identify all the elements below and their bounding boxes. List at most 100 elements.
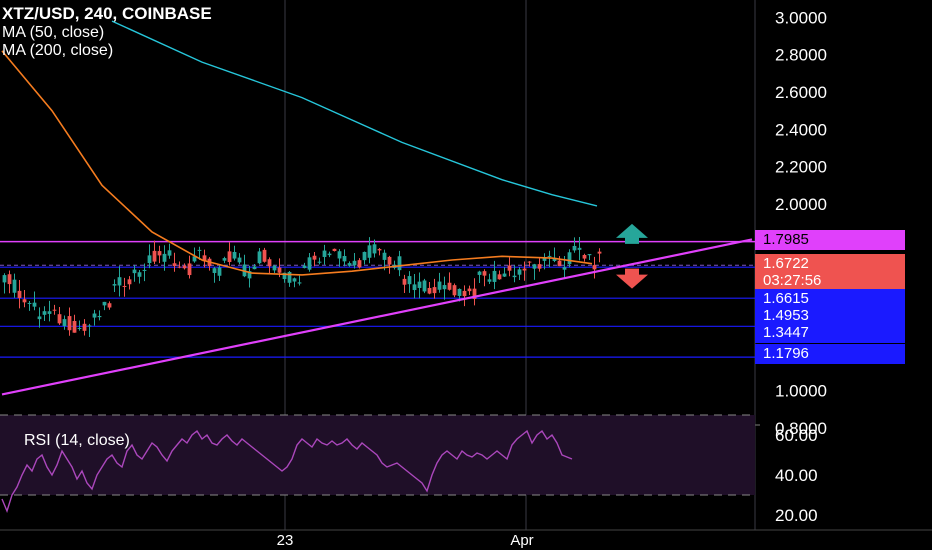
candle-body-87: [437, 281, 442, 290]
candle-body-19: [97, 315, 102, 318]
candle-body-0: [2, 275, 7, 283]
candle-body-20: [102, 301, 107, 306]
candle-body-9: [47, 311, 52, 314]
candle-body-64: [322, 250, 327, 257]
rsi-tick-2: 20.00: [775, 506, 818, 525]
candle-body-25: [127, 279, 132, 285]
price-tick-2: 2.6000: [775, 83, 827, 102]
candle-body-39: [197, 249, 202, 251]
candle-body-71: [357, 260, 362, 268]
candle-body-8: [42, 311, 47, 315]
candle-body-58: [292, 278, 297, 282]
ma50-legend: MA (50, close): [2, 24, 105, 41]
rsi-legend: RSI (14, close): [24, 432, 130, 449]
candle-body-80: [402, 278, 407, 285]
candle-body-3: [17, 290, 22, 299]
candle-body-112: [562, 267, 567, 270]
candle-body-33: [167, 250, 172, 256]
candle-body-119: [597, 251, 602, 254]
candle-body-90: [452, 285, 457, 296]
symbol-title: XTZ/USD, 240, COINBASE: [2, 4, 212, 23]
rsi-line: [1, 429, 573, 514]
candle-body-12: [62, 319, 67, 327]
candle-body-54: [272, 265, 277, 271]
candle-body-91: [457, 288, 462, 296]
candle-body-43: [217, 267, 222, 276]
candle-body-76: [382, 252, 387, 260]
candle-body-84: [422, 280, 427, 292]
candle-body-32: [162, 253, 167, 262]
candle-body-98: [492, 270, 497, 282]
candle-body-44: [222, 258, 227, 261]
candle-body-34: [172, 263, 177, 266]
arrows-group: [616, 223, 648, 289]
candle-body-59: [297, 282, 302, 284]
candle-body-13: [67, 316, 72, 331]
candle-body-111: [557, 260, 562, 267]
candle-body-50: [252, 266, 257, 270]
candle-body-88: [442, 285, 447, 290]
candle-body-108: [542, 258, 547, 261]
candle-body-83: [417, 281, 422, 288]
rsi-pane: [0, 414, 755, 514]
candle-body-92: [462, 290, 467, 297]
axes-group: 3.0000 2.8000 2.6000 2.4000 2.2000 2.0000 1.00…: [277, 8, 827, 549]
candle-body-93: [467, 288, 472, 292]
ma50-line: [1, 50, 593, 276]
price-tick-6: 1.0000: [775, 382, 827, 401]
candle-body-100: [502, 273, 507, 277]
candle-body-18: [92, 313, 97, 318]
rsi-tick-0: 60.00: [775, 426, 818, 445]
ma200-legend: MA (200, close): [2, 42, 114, 59]
candle-body-82: [412, 284, 417, 291]
candle-body-24: [122, 285, 127, 287]
trendline: [1, 238, 753, 396]
candle-body-118: [592, 265, 597, 270]
candle-body-46: [232, 251, 237, 259]
candle-body-73: [367, 245, 372, 258]
price-tick-3: 2.4000: [775, 120, 827, 139]
candle-body-117: [587, 254, 592, 256]
price-tick-5: 2.0000: [775, 195, 827, 214]
candle-body-61: [307, 257, 312, 270]
candle-body-63: [317, 261, 322, 263]
candle-body-51: [257, 251, 262, 264]
candle-body-29: [147, 255, 152, 264]
candle-body-114: [572, 245, 577, 251]
candle-body-30: [152, 250, 157, 262]
candle-body-1: [7, 274, 12, 285]
candle-body-62: [312, 255, 317, 260]
candle-body-45: [227, 251, 232, 263]
candle-body-40: [202, 255, 207, 262]
candle-body-101: [507, 265, 512, 271]
candle-body-85: [427, 287, 432, 294]
candle-body-10: [52, 309, 57, 311]
candle-body-7: [37, 316, 42, 320]
candle-body-15: [77, 327, 82, 329]
candle-body-107: [537, 264, 542, 269]
candle-body-106: [532, 264, 537, 269]
candle-body-96: [482, 271, 487, 276]
candle-body-5: [27, 302, 32, 304]
candle-body-27: [137, 272, 142, 277]
trendline-group: [1, 238, 753, 396]
candle-body-17: [87, 325, 92, 327]
price-tick-4: 2.2000: [775, 158, 827, 177]
candle-body-109: [547, 255, 552, 257]
moving-averages: [1, 20, 598, 276]
candle-body-47: [237, 257, 242, 263]
candle-body-52: [262, 249, 267, 262]
candle-body-14: [72, 320, 77, 333]
candle-body-99: [497, 274, 502, 280]
candle-body-2: [12, 279, 17, 293]
price-badge-5: 1.3447: [755, 323, 905, 343]
candle-body-53: [267, 259, 272, 267]
candle-body-94: [472, 288, 477, 299]
candle-body-74: [372, 244, 377, 254]
candle-body-37: [187, 263, 192, 276]
candles: [2, 236, 602, 337]
time-label-1: Apr: [510, 532, 533, 549]
price-badge-0: 1.7985: [755, 230, 905, 250]
candle-body-57: [287, 271, 292, 283]
